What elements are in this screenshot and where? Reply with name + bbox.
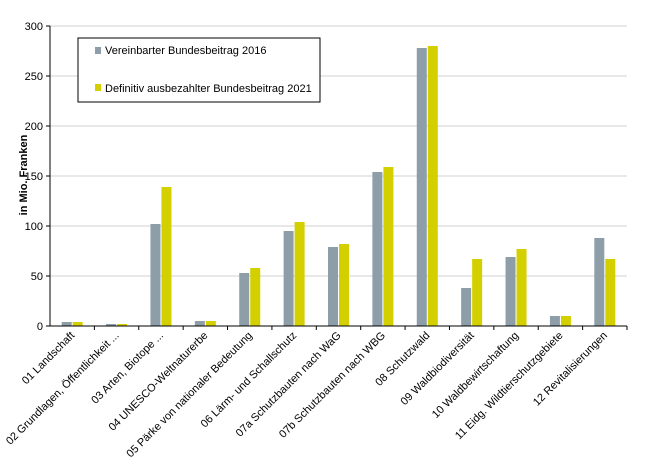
legend-swatch-2016 bbox=[95, 47, 101, 54]
bars bbox=[61, 46, 616, 326]
legend-box bbox=[77, 37, 321, 103]
y-tick-label: 0 bbox=[37, 321, 43, 333]
y-axis-label: in Mio. Franken bbox=[18, 134, 30, 215]
legend-label-2016: Vereinbarter Bundesbeitrag 2016 bbox=[105, 45, 266, 57]
bar-2021 bbox=[250, 268, 261, 326]
bar-2016 bbox=[461, 288, 472, 326]
bar-2016 bbox=[61, 322, 72, 326]
axes bbox=[46, 25, 628, 330]
y-tick-label: 200 bbox=[25, 121, 43, 133]
x-tick-label: 12 Revitalisierungen bbox=[531, 330, 610, 409]
bar-2016 bbox=[194, 321, 205, 326]
y-tick-labels: 0 50 100 150 200 250 300 bbox=[25, 21, 43, 333]
bar-2021 bbox=[205, 321, 216, 326]
bar-2021 bbox=[516, 249, 527, 326]
bar-2016 bbox=[328, 247, 338, 326]
legend-swatch-2021 bbox=[95, 84, 101, 91]
bar-2021 bbox=[339, 244, 349, 326]
bar-2021 bbox=[605, 259, 616, 326]
bar-2021 bbox=[472, 259, 483, 326]
legend: Vereinbarter Bundesbeitrag 2016 Definiti… bbox=[77, 37, 321, 103]
bar-2021 bbox=[72, 322, 83, 326]
bar-2016 bbox=[549, 316, 560, 326]
bar-2016 bbox=[372, 172, 383, 326]
bar-2021 bbox=[427, 46, 438, 326]
bar-2016 bbox=[239, 273, 250, 326]
bar-2016 bbox=[283, 231, 294, 326]
bar-2021 bbox=[117, 324, 128, 326]
bar-2016 bbox=[150, 224, 161, 326]
bar-2021 bbox=[161, 187, 172, 326]
x-tick-label: 10 Waldbewirtschaftung bbox=[430, 330, 521, 421]
bar-2016 bbox=[505, 257, 516, 326]
bar-2021 bbox=[294, 222, 305, 326]
y-tick-label: 250 bbox=[25, 71, 43, 83]
legend-label-2021: Definitiv ausbezahlter Bundesbeitrag 202… bbox=[105, 83, 312, 95]
bar-2021 bbox=[560, 316, 571, 326]
y-tick-label: 300 bbox=[25, 21, 43, 33]
bar-2021 bbox=[383, 167, 394, 326]
bar-2016 bbox=[106, 324, 117, 326]
bar-2016 bbox=[416, 48, 427, 326]
y-tick-label: 150 bbox=[25, 171, 43, 183]
y-tick-label: 100 bbox=[25, 221, 43, 233]
bar-2016 bbox=[594, 238, 605, 326]
x-tick-label: 09 Waldbiodiversität bbox=[399, 330, 477, 408]
y-tick-label: 50 bbox=[31, 271, 43, 283]
